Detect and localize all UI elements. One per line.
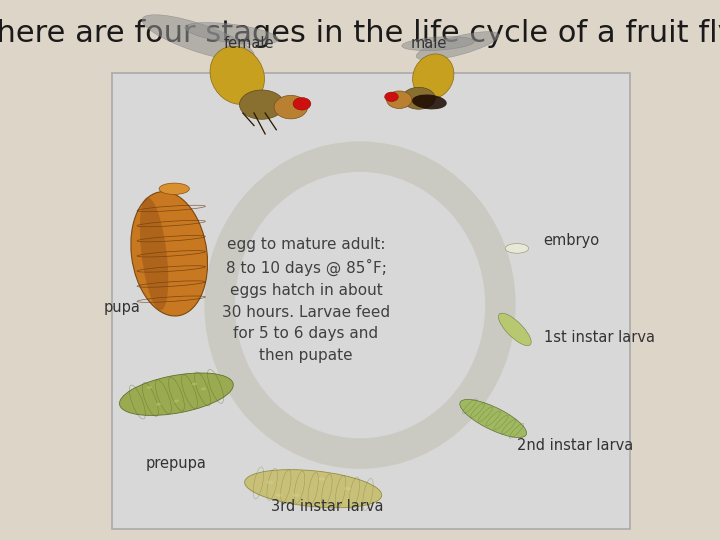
Ellipse shape [293, 98, 311, 110]
Ellipse shape [147, 386, 152, 389]
Ellipse shape [412, 94, 446, 110]
Ellipse shape [142, 15, 254, 60]
Text: prepupa: prepupa [146, 456, 207, 471]
Ellipse shape [275, 494, 282, 497]
Ellipse shape [344, 487, 351, 490]
Text: female: female [223, 36, 274, 51]
Text: 3rd instar larva: 3rd instar larva [271, 499, 384, 514]
Ellipse shape [120, 373, 233, 415]
Ellipse shape [174, 400, 179, 402]
Ellipse shape [131, 192, 207, 316]
Ellipse shape [460, 400, 526, 437]
Ellipse shape [245, 470, 382, 508]
Ellipse shape [240, 90, 284, 119]
Ellipse shape [402, 87, 435, 109]
Ellipse shape [140, 197, 168, 310]
Text: male: male [410, 36, 446, 51]
Ellipse shape [210, 46, 264, 104]
Ellipse shape [159, 183, 189, 194]
Ellipse shape [266, 481, 274, 484]
Ellipse shape [402, 37, 474, 51]
Ellipse shape [413, 54, 454, 99]
Ellipse shape [384, 92, 398, 102]
Ellipse shape [274, 96, 307, 119]
Ellipse shape [318, 477, 325, 481]
Ellipse shape [292, 494, 300, 497]
Ellipse shape [156, 403, 161, 406]
FancyBboxPatch shape [112, 73, 630, 529]
Ellipse shape [387, 91, 412, 109]
Ellipse shape [416, 32, 499, 60]
Text: embryo: embryo [544, 233, 600, 248]
Ellipse shape [201, 387, 206, 390]
Text: 1st instar larva: 1st instar larva [544, 330, 654, 345]
Ellipse shape [498, 313, 531, 346]
Ellipse shape [192, 383, 197, 386]
Text: There are four stages in the life cycle of a fruit fly.: There are four stages in the life cycle … [0, 19, 720, 48]
Ellipse shape [505, 244, 528, 253]
Ellipse shape [185, 23, 279, 44]
Text: pupa: pupa [104, 300, 140, 315]
Text: egg to mature adult:
8 to 10 days @ 85˚F;
eggs hatch in about
30 hours. Larvae f: egg to mature adult: 8 to 10 days @ 85˚F… [222, 237, 390, 363]
Text: 2nd instar larva: 2nd instar larva [517, 438, 633, 453]
